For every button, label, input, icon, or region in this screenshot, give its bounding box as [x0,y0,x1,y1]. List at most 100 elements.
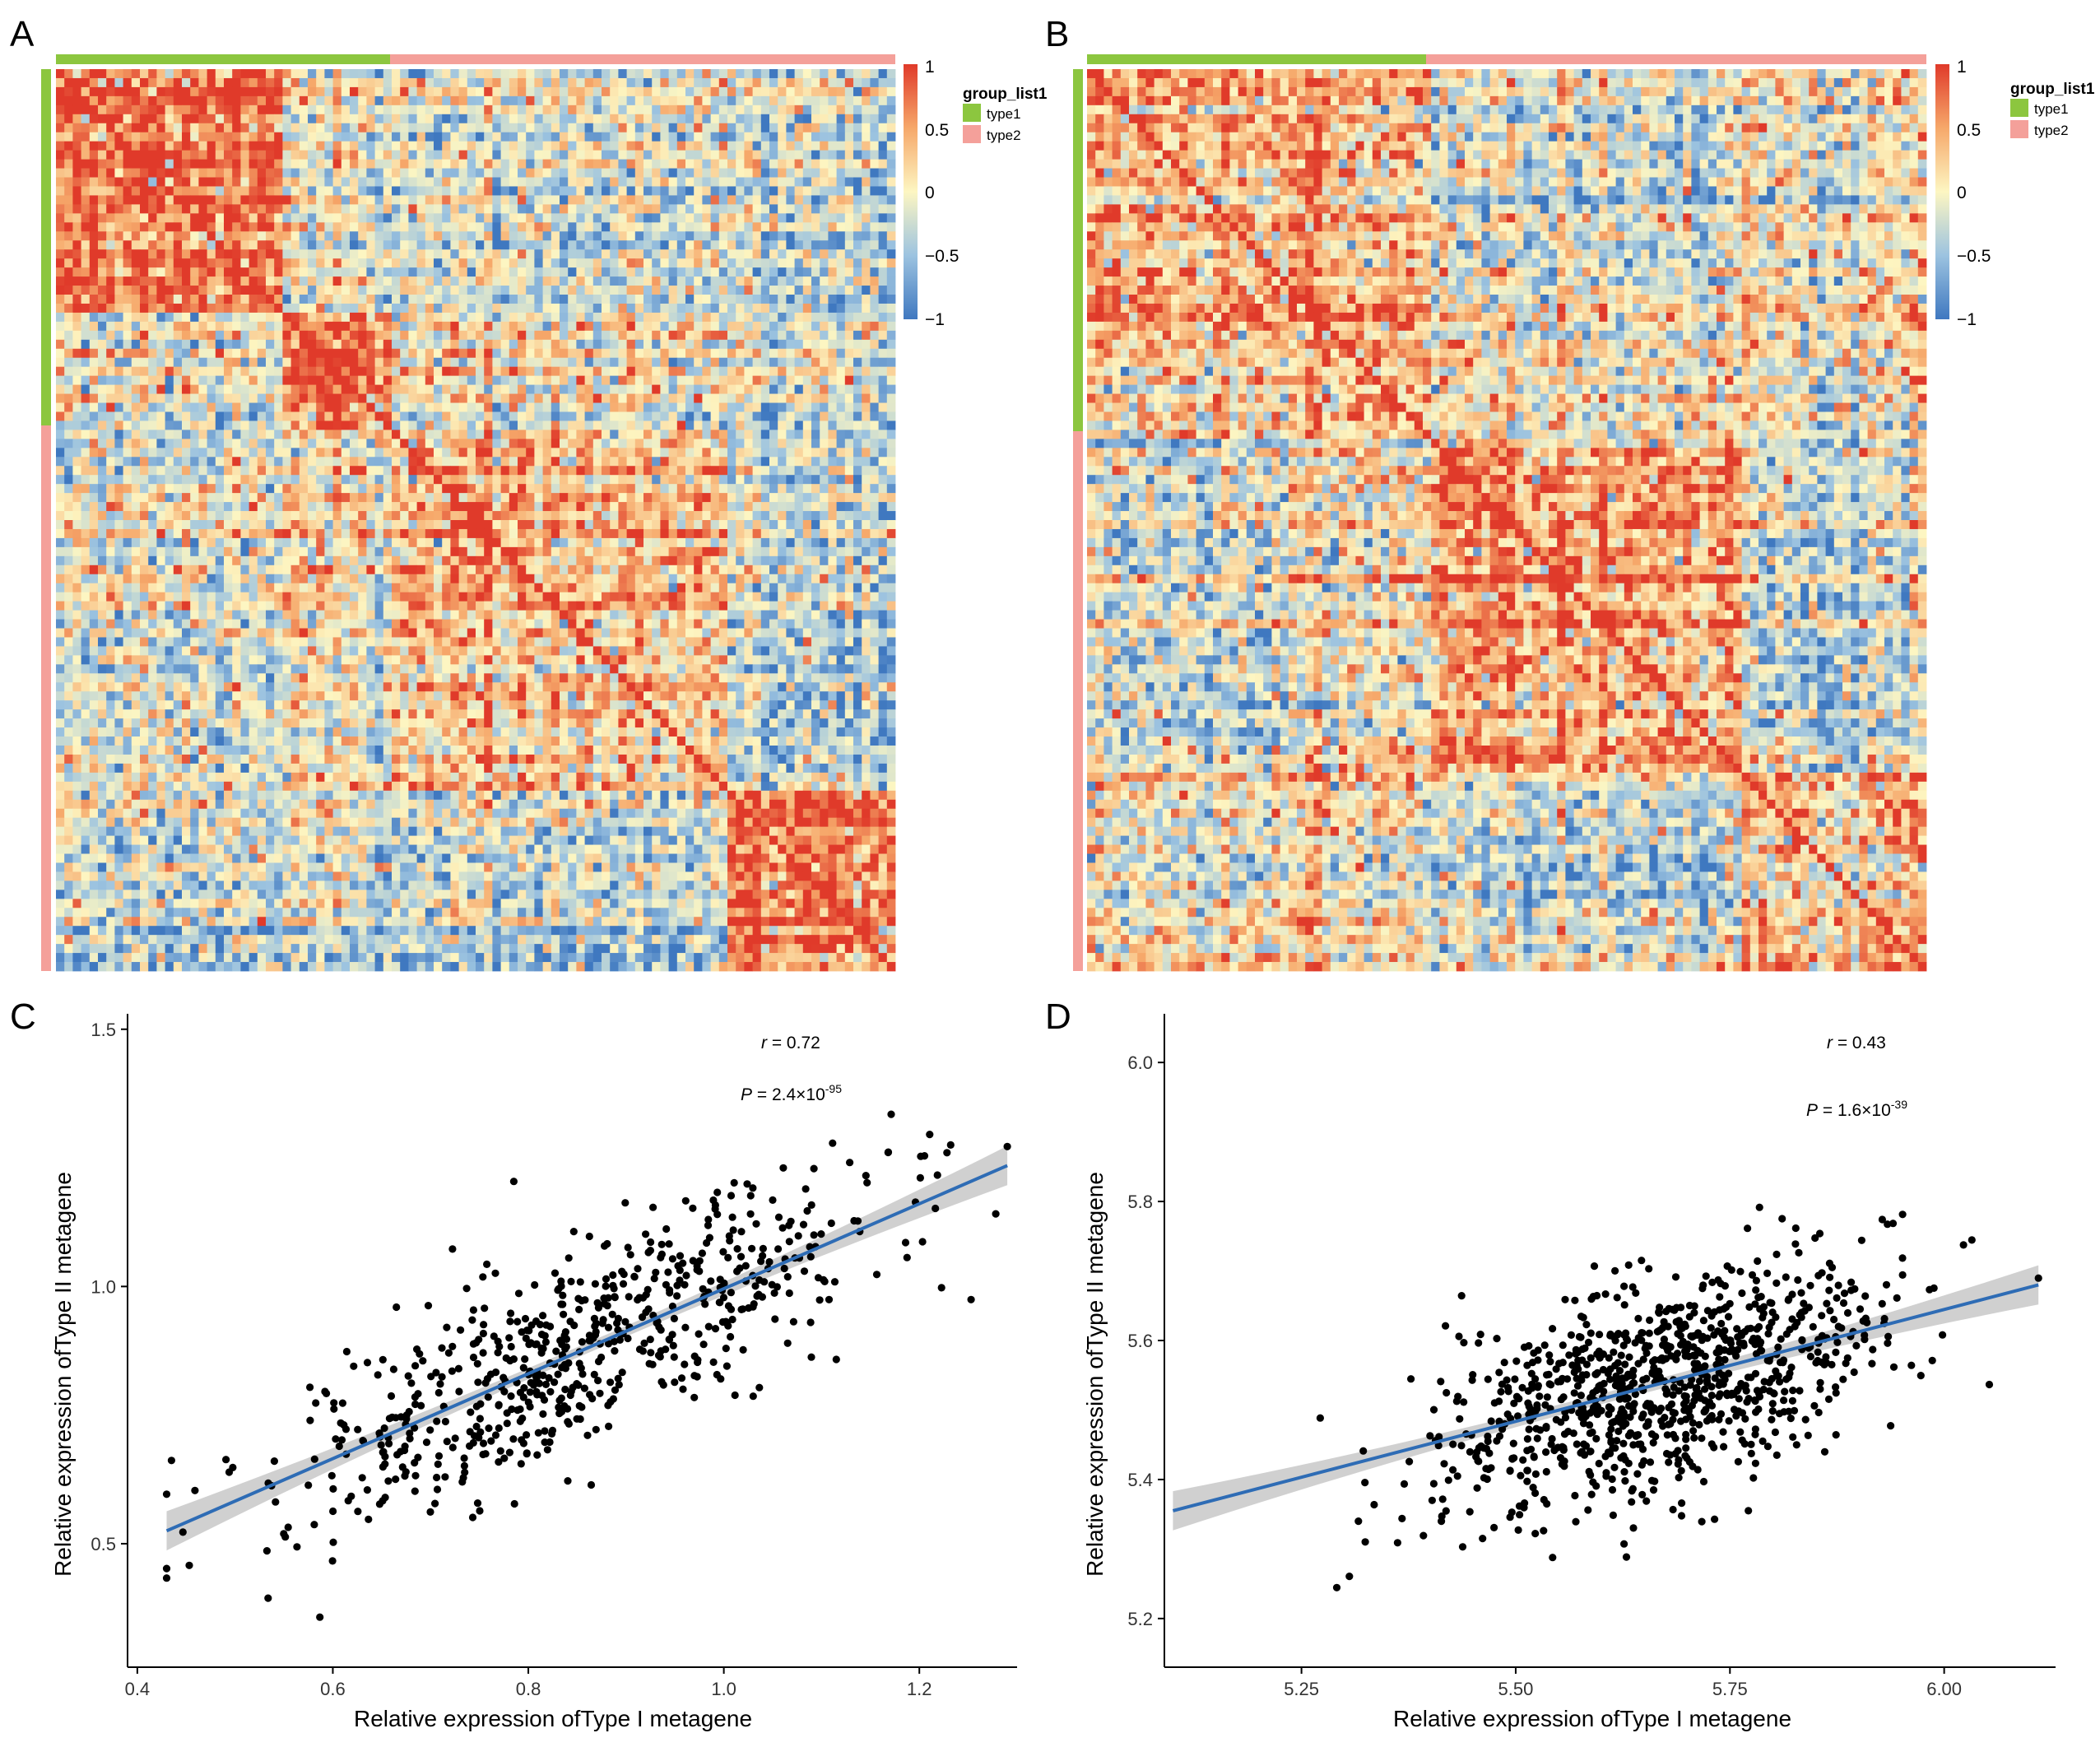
heatmap-cell [778,420,787,430]
heatmap-cell [710,276,720,286]
heatmap-cell [610,357,619,368]
heatmap-cell [232,448,241,458]
heatmap-cell [240,114,249,124]
heatmap-cell [668,375,678,385]
heatmap-cell [626,448,636,458]
heatmap-cell [224,86,233,97]
heatmap-cell [870,484,879,494]
heatmap-cell [820,95,829,106]
heatmap-cell [802,222,812,232]
heatmap-cell [576,312,585,323]
heatmap-cell [500,222,510,232]
heatmap-cell [778,430,787,439]
heatmap-cell [232,330,241,341]
heatmap-cell [308,439,317,448]
heatmap-cell [568,105,577,115]
heatmap-cell [148,411,157,421]
heatmap-cell [576,123,585,133]
heatmap-cell [56,448,65,458]
heatmap-cell [232,502,241,512]
heatmap-cell [760,77,770,88]
heatmap-cell [98,276,107,286]
heatmap-cell [131,105,141,115]
heatmap-cell [400,439,409,448]
heatmap-cell [778,159,787,169]
heatmap-cell [240,231,249,241]
heatmap-cell [844,86,854,97]
heatmap-cell [878,348,888,359]
heatmap-cell [778,457,787,467]
heatmap-cell [467,105,476,115]
heatmap-cell [551,132,560,142]
heatmap-cell [710,303,720,314]
heatmap-cell [257,511,267,521]
heatmap-cell [64,77,73,88]
heatmap-cell [794,123,804,133]
heatmap-cell [668,457,678,467]
heatmap-cell [727,375,736,385]
heatmap-cell [173,366,183,377]
heatmap-cell [131,357,141,368]
heatmap-cell [173,204,183,214]
heatmap-cell [710,267,720,277]
heatmap-cell [215,213,225,223]
heatmap-cell [509,357,518,368]
heatmap-cell [736,258,745,268]
heatmap-cell [634,240,644,250]
heatmap-cell [618,439,627,448]
heatmap-cell [114,295,123,304]
heatmap-cell [828,357,837,368]
heatmap-cell [274,95,283,106]
heatmap-cell [718,186,728,196]
heatmap-cell [584,511,594,521]
heatmap-cell [131,484,141,494]
heatmap-cell [173,457,183,467]
heatmap-cell [299,357,309,368]
heatmap-cell [366,303,375,314]
heatmap-cell [232,511,241,521]
heatmap-cell [72,312,81,323]
heatmap-cell [442,466,451,476]
heatmap-cell [811,141,820,151]
heatmap-cell [198,276,207,286]
heatmap-cell [123,511,132,521]
heatmap-cell [727,114,736,124]
heatmap-cell [626,249,636,259]
heatmap-cell [769,448,778,458]
heatmap-cell [408,168,417,178]
heatmap-cell [308,466,317,476]
heatmap-cell [694,222,703,232]
heatmap-cell [870,286,879,295]
heatmap-cell [324,132,333,142]
heatmap-cell [106,114,115,124]
heatmap-cell [350,457,359,467]
heatmap-cell [232,258,241,268]
heatmap-cell [542,231,552,241]
heatmap-cell [257,77,267,88]
heatmap-cell [710,348,720,359]
heatmap-cell [450,132,459,142]
heatmap-cell [844,339,854,350]
heatmap-cell [98,213,107,223]
heatmap-cell [324,402,333,412]
heatmap-cell [886,448,896,458]
heatmap-cell [710,105,720,115]
heatmap-cell [190,393,199,403]
heatmap-cell [324,466,333,476]
heatmap-cell [182,511,191,521]
heatmap-cell [190,366,199,377]
heatmap-cell [383,321,393,332]
heatmap-cell [131,159,141,169]
heatmap-cell [274,213,283,223]
heatmap-cell [492,502,501,512]
heatmap-cell [862,177,871,187]
heatmap-cell [676,295,686,304]
heatmap-cell [332,357,342,368]
heatmap-cell [215,286,225,295]
heatmap-cell [64,339,73,350]
heatmap-cell [694,77,703,88]
heatmap-cell [400,466,409,476]
heatmap-cell [610,276,619,286]
heatmap-cell [400,357,409,368]
heatmap-cell [526,168,535,178]
